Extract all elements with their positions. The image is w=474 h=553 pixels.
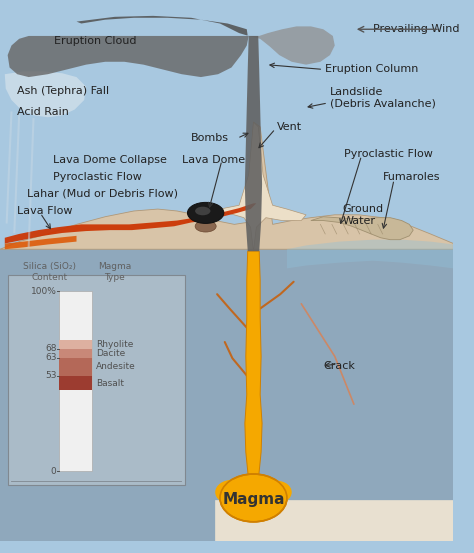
Text: Ash (Tephra) Fall: Ash (Tephra) Fall	[17, 86, 109, 96]
Polygon shape	[186, 122, 306, 251]
Text: Ground
Water: Ground Water	[342, 204, 383, 226]
Text: Lava Dome: Lava Dome	[182, 155, 245, 165]
Bar	[59, 340, 92, 349]
Bar	[59, 349, 92, 358]
Text: Lava Flow: Lava Flow	[17, 206, 73, 216]
Text: 53: 53	[45, 371, 56, 380]
Polygon shape	[76, 16, 249, 36]
Bar	[59, 358, 92, 376]
Text: Magma
Type: Magma Type	[98, 262, 131, 282]
Text: Crack: Crack	[323, 361, 355, 371]
Text: 100%: 100%	[30, 287, 56, 296]
Polygon shape	[287, 239, 453, 268]
Polygon shape	[5, 204, 256, 243]
Polygon shape	[249, 27, 335, 65]
Ellipse shape	[195, 221, 216, 232]
Text: Basalt: Basalt	[96, 379, 124, 388]
Bar	[59, 376, 92, 390]
Polygon shape	[5, 236, 76, 249]
Text: Dacite: Dacite	[96, 349, 125, 358]
Polygon shape	[8, 36, 249, 77]
Ellipse shape	[215, 480, 250, 505]
Polygon shape	[0, 230, 453, 541]
Text: Eruption Cloud: Eruption Cloud	[55, 36, 137, 46]
Text: Pyroclastic Flow: Pyroclastic Flow	[344, 149, 433, 159]
Text: Fumaroles: Fumaroles	[383, 171, 440, 181]
Text: Rhyolite: Rhyolite	[96, 340, 133, 349]
Text: Andesite: Andesite	[96, 362, 136, 372]
Ellipse shape	[220, 474, 287, 522]
Text: 63: 63	[45, 353, 56, 362]
Text: Silica (SiO₂)
Content: Silica (SiO₂) Content	[23, 262, 76, 282]
Text: Landslide
(Debris Avalanche): Landslide (Debris Avalanche)	[330, 87, 436, 109]
Text: Pyroclastic Flow: Pyroclastic Flow	[53, 171, 141, 181]
Polygon shape	[5, 71, 86, 117]
Polygon shape	[0, 122, 453, 249]
Bar	[59, 291, 92, 471]
Text: Magma: Magma	[222, 492, 285, 507]
Text: 0: 0	[51, 467, 56, 476]
Text: Bombs: Bombs	[191, 133, 229, 143]
Text: Lava Dome Collapse: Lava Dome Collapse	[53, 155, 166, 165]
Ellipse shape	[195, 207, 210, 215]
Bar	[0, 249, 453, 541]
Bar	[8, 275, 184, 486]
Text: Prevailing Wind: Prevailing Wind	[373, 24, 459, 34]
Text: Vent: Vent	[277, 122, 302, 132]
Polygon shape	[311, 217, 413, 239]
Text: Acid Rain: Acid Rain	[17, 107, 69, 117]
Text: 68: 68	[45, 345, 56, 353]
Ellipse shape	[261, 481, 292, 504]
Polygon shape	[245, 251, 262, 481]
Bar	[215, 500, 453, 541]
Polygon shape	[245, 36, 262, 251]
Text: Eruption Column: Eruption Column	[325, 65, 419, 75]
Ellipse shape	[188, 202, 224, 223]
Text: Lahar (Mud or Debris Flow): Lahar (Mud or Debris Flow)	[27, 189, 178, 199]
